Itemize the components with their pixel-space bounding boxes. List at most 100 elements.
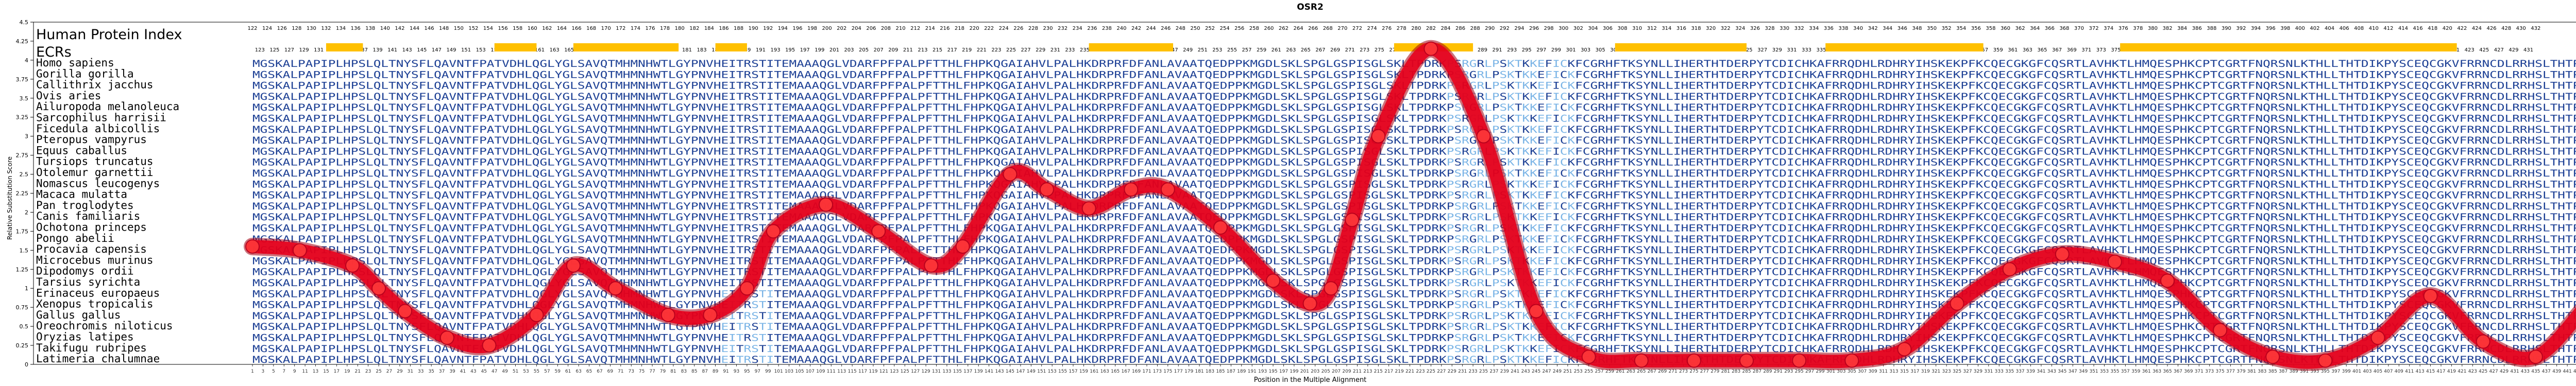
- x-tick-label: 25: [376, 369, 381, 374]
- x-tick-label: 5: [272, 369, 275, 374]
- protein-index-label: 274: [1367, 26, 1377, 31]
- score-point: [1081, 201, 1096, 216]
- species-label: Latimeria chalumnae: [36, 353, 160, 365]
- protein-index-label: 211: [903, 47, 913, 53]
- x-tick-label: 393: [2310, 369, 2319, 374]
- protein-index-label: 264: [1294, 26, 1303, 31]
- protein-index-label: 259: [1257, 47, 1266, 53]
- x-tick-label: 217: [1384, 369, 1393, 374]
- x-tick-label: 185: [1216, 369, 1225, 374]
- x-tick-label: 139: [974, 369, 983, 374]
- protein-index-label: 162: [542, 26, 552, 31]
- protein-index-label: 140: [380, 26, 390, 31]
- x-tick-label: 379: [2236, 369, 2245, 374]
- protein-index-label: 217: [947, 47, 957, 53]
- x-tick-label: 273: [1679, 369, 1688, 374]
- protein-index-label: 290: [1485, 26, 1495, 31]
- score-point: [345, 258, 360, 273]
- score-point: [1529, 304, 1544, 319]
- protein-index-label: 329: [1772, 47, 1782, 53]
- protein-index-label: 194: [778, 26, 788, 31]
- x-tick-label: 283: [1732, 369, 1740, 374]
- x-tick-label: 221: [1405, 369, 1414, 374]
- y-tick-label: 1.25: [16, 266, 29, 273]
- x-tick-label: 399: [2342, 369, 2351, 374]
- x-tick-label: 335: [2005, 369, 2014, 374]
- x-tick-label: 45: [481, 369, 487, 374]
- species-label: Pteropus vampyrus: [36, 133, 147, 146]
- protein-index-label: 168: [586, 26, 596, 31]
- protein-index-label: 363: [2023, 47, 2032, 53]
- protein-index-label: 362: [2015, 26, 2025, 31]
- x-tick-label: 287: [1753, 369, 1761, 374]
- x-tick-label: 127: [911, 369, 920, 374]
- protein-index-label: 322: [1721, 26, 1731, 31]
- protein-index-label: 246: [1161, 26, 1171, 31]
- x-tick-label: 367: [2174, 369, 2182, 374]
- x-tick-label: 419: [2447, 369, 2456, 374]
- protein-index-label: 310: [1632, 26, 1642, 31]
- x-tick-label: 77: [649, 369, 655, 374]
- protein-index-label: 213: [918, 47, 927, 53]
- protein-index-label: 200: [822, 26, 832, 31]
- protein-index-label: 212: [910, 26, 920, 31]
- protein-index-label: 178: [660, 26, 670, 31]
- protein-index-label: 249: [1183, 47, 1193, 53]
- x-tick-label: 81: [670, 369, 676, 374]
- x-tick-label: 43: [470, 369, 476, 374]
- x-tick-label: 135: [953, 369, 962, 374]
- x-tick-label: 349: [2079, 369, 2088, 374]
- alignment-row: MGSKALPAPIPLHPSLQLTNYSFLQAVNTFPATVDHLQGL…: [252, 179, 2576, 190]
- species-label: Microcebus murinus: [36, 254, 154, 266]
- protein-index-label: 142: [395, 26, 404, 31]
- ecr-block: [326, 43, 363, 51]
- species-label: Oryzias latipes: [36, 331, 134, 343]
- protein-index-label: 242: [1131, 26, 1141, 31]
- x-tick-label: 183: [1206, 369, 1214, 374]
- x-tick-label: 443: [2573, 369, 2576, 374]
- protein-index-label: 132: [321, 26, 331, 31]
- x-tick-label: 89: [713, 369, 719, 374]
- protein-index-label: 232: [1058, 26, 1067, 31]
- x-tick-label: 233: [1468, 369, 1477, 374]
- y-tick-label: 2.25: [16, 190, 29, 197]
- x-tick-label: 375: [2216, 369, 2225, 374]
- x-tick-label: 327: [1963, 369, 1972, 374]
- species-label: Sarcophilus harrisii: [36, 112, 166, 124]
- ecr-block: [1615, 43, 1747, 51]
- protein-index-label: 336: [1824, 26, 1834, 31]
- protein-index-label: 396: [2266, 26, 2276, 31]
- x-tick-label: 281: [1721, 369, 1730, 374]
- alignment-row: MGSKALPAPIPLHPSLQLTNYSFLQAVNTFPATVDHLQGL…: [252, 157, 2576, 168]
- protein-index-label: 223: [991, 47, 1001, 53]
- x-tick-label: 309: [1869, 369, 1877, 374]
- species-label: Tursiops truncatus: [36, 155, 154, 168]
- x-tick-label: 291: [1774, 369, 1783, 374]
- score-point: [2265, 349, 2280, 364]
- protein-index-label: 357: [1978, 47, 1988, 53]
- y-tick-label: 4.5: [20, 19, 29, 26]
- score-point: [2002, 262, 2017, 277]
- protein-index-label: 301: [1566, 47, 1575, 53]
- score-point: [1324, 281, 1338, 296]
- protein-index-label: 346: [1897, 26, 1907, 31]
- protein-index-label: 424: [2472, 26, 2482, 31]
- x-tick-label: 119: [869, 369, 877, 374]
- x-tick-label: 103: [785, 369, 793, 374]
- protein-index-label: 296: [1529, 26, 1539, 31]
- x-tick-label: 27: [386, 369, 392, 374]
- x-tick-label: 439: [2552, 369, 2561, 374]
- species-label: Homo sapiens: [36, 57, 114, 69]
- x-tick-label: 285: [1742, 369, 1751, 374]
- protein-index-label: 376: [2119, 26, 2128, 31]
- protein-index-label: 144: [410, 26, 419, 31]
- score-point: [2528, 349, 2543, 364]
- x-tick-label: 313: [1889, 369, 1898, 374]
- species-label: Pongo abelii: [36, 232, 114, 244]
- y-tick-label: 0.25: [16, 342, 29, 349]
- score-point: [924, 258, 939, 273]
- species-label: Otolemur garnettii: [36, 166, 154, 179]
- alignment-row: MGSKALPAPIPLHPSLQLTNYSFLQAVNTFPATVDHLQGL…: [252, 311, 2576, 322]
- ecr-block: [1089, 43, 1174, 51]
- x-tick-label: 247: [1542, 369, 1551, 374]
